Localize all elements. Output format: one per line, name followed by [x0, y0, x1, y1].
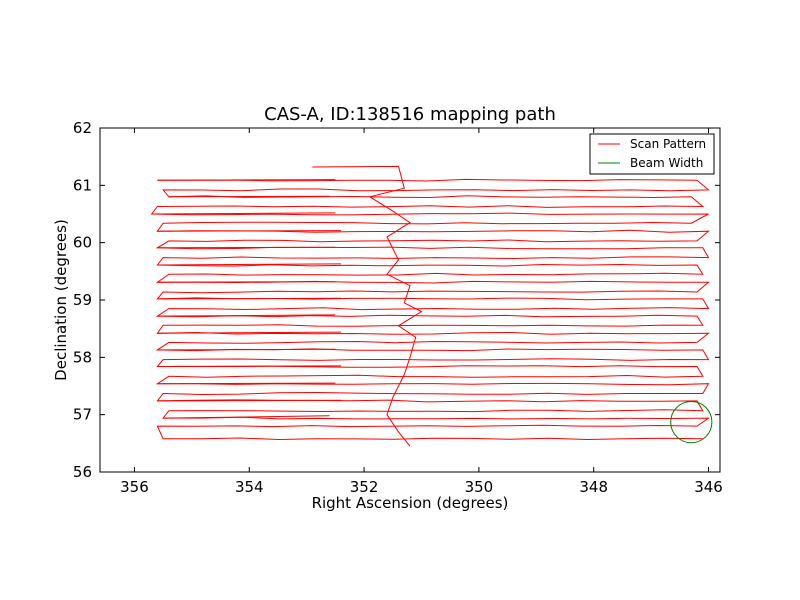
scan-pattern-segment — [168, 195, 330, 198]
scan-pattern-segment — [157, 382, 336, 385]
scan-turnaround-path — [312, 165, 423, 447]
x-tick-label: 348 — [579, 478, 608, 496]
y-axis-label: Declination (degrees) — [52, 219, 70, 381]
y-tick-label: 61 — [73, 176, 92, 194]
scan-pattern-segment — [157, 263, 342, 266]
scan-pattern-segment — [157, 230, 342, 232]
x-tick-label: 354 — [235, 478, 264, 496]
x-tick-label: 352 — [350, 478, 379, 496]
axis-ticks: 356 354 352 350 348 346 56 57 58 59 60 61 62 — [73, 119, 723, 496]
y-tick-label: 56 — [73, 463, 92, 481]
scan-pattern-segment — [157, 179, 336, 181]
y-tick-label: 57 — [73, 406, 92, 424]
scan-pattern-segment — [157, 297, 342, 300]
scan-pattern-segment — [151, 212, 336, 215]
scan-pattern-segment — [157, 314, 336, 317]
y-tick-label: 62 — [73, 119, 92, 137]
x-tick-label: 356 — [120, 478, 149, 496]
legend: Scan Pattern Beam Width — [589, 133, 715, 175]
y-tick-label: 58 — [73, 348, 92, 366]
x-tick-label: 350 — [465, 478, 494, 496]
legend-label-scan-pattern: Scan Pattern — [630, 137, 706, 151]
scan-pattern-line — [150, 178, 711, 441]
y-tick-label: 59 — [73, 291, 92, 309]
x-tick-label: 346 — [694, 478, 723, 496]
scan-pattern-segment — [157, 365, 342, 367]
x-axis-label: Right Ascension (degrees) — [312, 494, 509, 512]
scan-pattern-segment — [157, 348, 336, 351]
chart-title: CAS-A, ID:138516 mapping path — [264, 104, 556, 125]
y-tick-label: 60 — [73, 234, 92, 252]
legend-box — [589, 133, 715, 175]
scan-pattern-segment — [157, 399, 342, 402]
legend-label-beam-width: Beam Width — [630, 156, 703, 170]
scan-pattern-segment — [157, 281, 336, 283]
scan-pattern-segment — [157, 246, 336, 249]
beam-width-circle — [670, 401, 713, 444]
scan-pattern-segment — [157, 331, 342, 334]
scan-pattern-segment — [163, 415, 330, 419]
plot-area — [150, 165, 713, 447]
